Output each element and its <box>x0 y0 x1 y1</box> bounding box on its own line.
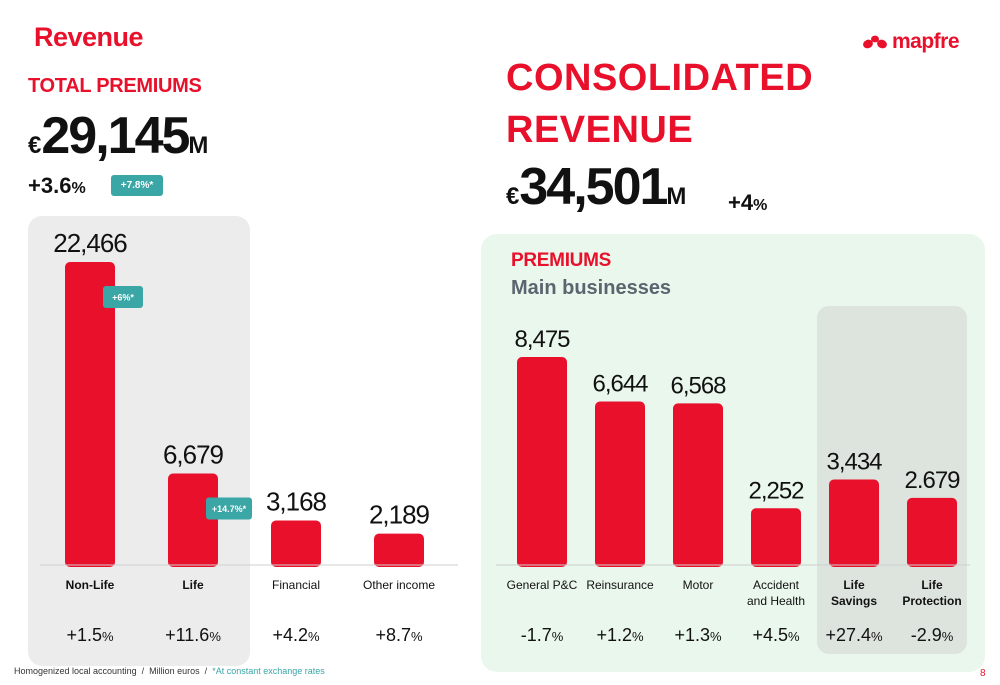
mapfre-logo: mapfre <box>862 30 960 54</box>
consolidated-revenue-title: CONSOLIDATED REVENUE <box>506 52 813 156</box>
business-chart-growth-label: +27.4% <box>825 625 883 645</box>
business-chart-category-label: Motor <box>683 578 714 592</box>
premiums-chart-badge <box>103 286 143 308</box>
consolidated-growth-pct: % <box>753 197 768 214</box>
premiums-chart-value-label: 2,189 <box>369 500 430 530</box>
business-chart-bar <box>751 508 801 567</box>
premiums-label: PREMIUMS <box>511 250 611 271</box>
total-premiums-currency: € <box>28 132 42 159</box>
total-premiums-unit: M <box>188 132 209 159</box>
business-chart-value-label: 6,644 <box>592 371 648 398</box>
business-chart-bar <box>517 357 567 567</box>
premiums-chart-category-label: Financial <box>272 578 320 592</box>
business-chart-growth-label: +1.3% <box>674 625 722 645</box>
business-chart-value-label: 6,568 <box>670 372 726 399</box>
footer-accounting: Homogenized local accounting <box>14 666 137 676</box>
premiums-chart-badge-label: +14.7%* <box>212 504 247 514</box>
business-chart-category-label: Life <box>843 578 865 592</box>
total-premiums-badge: +7.8%* <box>111 175 163 196</box>
premiums-chart-bar <box>271 520 321 567</box>
business-chart-value-label: 8,475 <box>514 326 570 353</box>
business-chart-category-label: Accident <box>753 578 800 592</box>
premiums-chart-value-label: 6,679 <box>163 440 224 470</box>
premiums-chart-growth-label: +1.5% <box>66 625 114 645</box>
business-chart-category-label: General P&C <box>507 578 578 592</box>
premiums-chart-bar <box>65 262 115 567</box>
total-premiums-growth-pct: % <box>71 180 86 197</box>
business-chart-category-label: Savings <box>831 594 877 608</box>
business-chart-value-label: 2,252 <box>748 477 804 504</box>
consolidated-title-line2: REVENUE <box>506 109 694 151</box>
page-number: 8 <box>980 668 986 679</box>
business-chart-category-label: Reinsurance <box>586 578 654 592</box>
business-chart-bar <box>595 401 645 567</box>
footer-exchange-note: *At constant exchange rates <box>212 666 325 676</box>
consolidated-value: 34,501 <box>519 158 668 216</box>
total-premiums-growth: +3.6% <box>28 173 86 199</box>
business-chart-category-label: Protection <box>902 594 961 608</box>
business-chart-category-label: Life <box>921 578 943 592</box>
consolidated-amount: €34,501M <box>506 158 686 226</box>
premiums-chart-category-label: Other income <box>363 578 435 592</box>
business-chart-value-label: 2.679 <box>904 467 960 494</box>
premiums-chart-category-label: Life <box>182 578 204 592</box>
total-premiums-label: TOTAL PREMIUMS <box>28 75 202 97</box>
premiums-chart-bar <box>374 533 424 567</box>
business-chart-growth-label: +1.2% <box>596 625 644 645</box>
business-chart-value-label: 3,434 <box>826 449 882 476</box>
premiums-chart-badge-label: +6%* <box>112 293 134 303</box>
premiums-chart-value-label: 22,466 <box>53 228 127 258</box>
total-premiums-amount: €29,145M <box>28 108 208 174</box>
consolidated-currency: € <box>506 183 520 210</box>
business-chart-growth-label: +4.5% <box>752 625 800 645</box>
premiums-chart-value-label: 3,168 <box>266 487 327 517</box>
premiums-chart-category-label: Non-Life <box>66 578 115 592</box>
premiums-chart-growth-label: +4.2% <box>272 625 320 645</box>
business-chart-category-label: and Health <box>747 594 805 608</box>
premiums-chart-badge <box>206 497 252 520</box>
premiums-chart-growth-label: +8.7% <box>375 625 423 645</box>
business-chart-bar <box>673 403 723 567</box>
page-title: Revenue <box>34 22 144 52</box>
footer-units: Million euros <box>149 666 200 676</box>
business-chart-bar <box>829 479 879 567</box>
footer-sep-2: / <box>204 666 208 676</box>
business-chart-bar <box>907 497 957 567</box>
premiums-subtitle: Main businesses <box>511 277 672 299</box>
footer-sep-1: / <box>141 666 145 676</box>
mapfre-logo-icon <box>863 35 887 49</box>
business-chart-growth-label: -1.7% <box>521 625 564 645</box>
consolidated-growth-value: +4 <box>728 190 754 215</box>
premiums-chart-growth-label: +11.6% <box>165 625 221 645</box>
consolidated-growth: +4% <box>728 190 767 216</box>
business-chart-growth-label: -2.9% <box>911 625 954 645</box>
total-premiums-growth-value: +3.6 <box>28 173 72 198</box>
consolidated-title-line1: CONSOLIDATED <box>506 57 814 99</box>
premiums-chart-bar <box>168 473 218 567</box>
logo-text: mapfre <box>892 30 960 53</box>
footer-note: Homogenized local accounting / Million e… <box>14 666 325 676</box>
consolidated-unit: M <box>666 183 687 210</box>
total-premiums-value: 29,145 <box>41 107 190 165</box>
